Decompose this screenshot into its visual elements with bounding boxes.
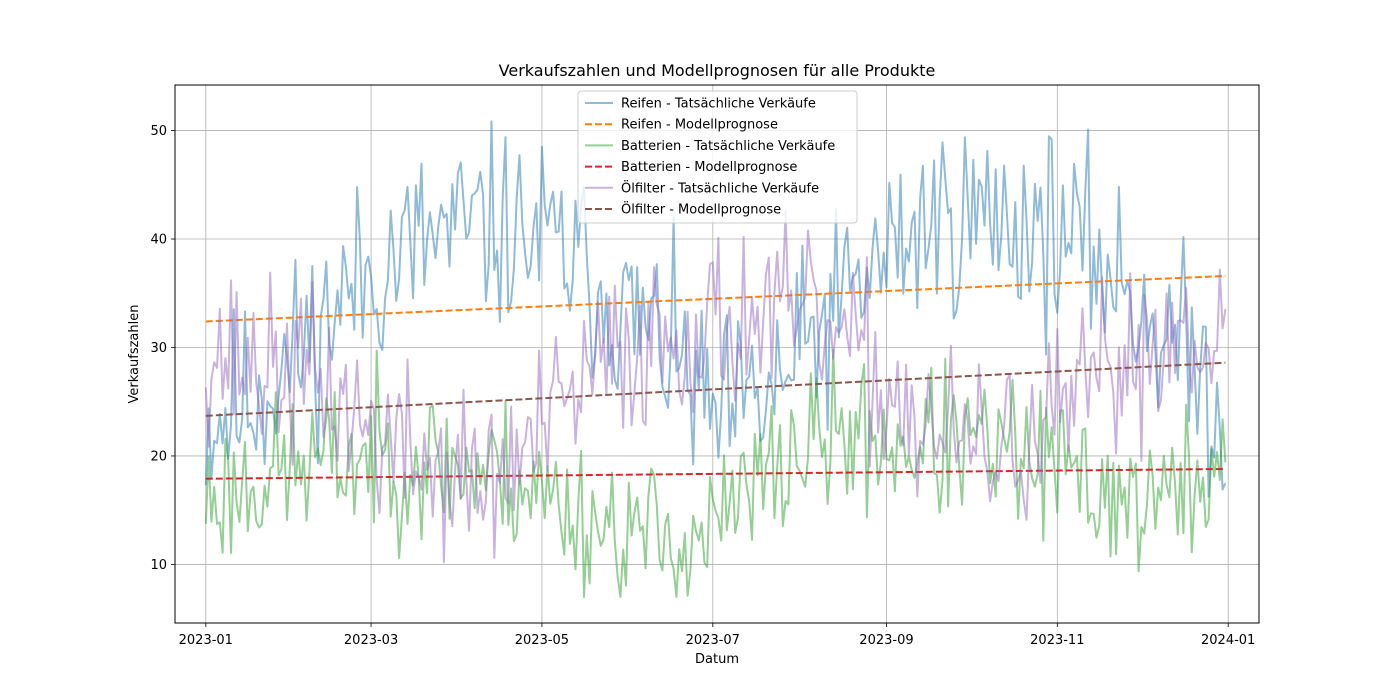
legend-entry: Reifen - Modellprognose [621, 118, 778, 133]
y-tick-label: 20 [150, 449, 167, 464]
x-tick-label: 2023-01 [179, 633, 233, 648]
legend-entry: Reifen - Tatsächliche Verkäufe [621, 97, 816, 112]
legend-entry: Batterien - Modellprognose [621, 160, 797, 175]
plot-frame [174, 84, 1260, 624]
x-tick-label: 2023-07 [686, 633, 740, 648]
y-tick-label: 50 [150, 124, 167, 139]
legend: Reifen - Tatsächliche Verkäufe Reifen - M… [577, 90, 858, 224]
x-tick-label: 2023-09 [859, 633, 913, 648]
y-tick-label: 10 [150, 558, 167, 573]
legend-frame [577, 90, 858, 224]
legend-entry: Batterien - Tatsächliche Verkäufe [621, 139, 835, 154]
x-tick-label: 2023-05 [515, 633, 569, 648]
series-5-forecast-line [205, 361, 1226, 417]
y-tick-label: 40 [150, 233, 167, 248]
series-lines [204, 120, 1227, 598]
x-tick-label: 2024-01 [1201, 633, 1255, 648]
x-tick-label: 2023-03 [344, 633, 398, 648]
series-0-actual-line [204, 120, 1227, 498]
y-tick-label: 30 [150, 341, 167, 356]
chart-title: Verkaufszahlen und Modellprognosen für a… [499, 61, 936, 80]
x-axis-ticks: 2023-01 2023-03 2023-05 2023-07 2023-09 2023-… [179, 623, 1255, 648]
y-axis-label: Verkaufszahlen [127, 305, 142, 404]
legend-entry: Ölfilter - Modellprognose [621, 201, 781, 218]
x-tick-label: 2023-11 [1030, 633, 1084, 648]
y-axis-ticks: 10 20 30 40 50 [150, 124, 175, 573]
x-axis-label: Datum [695, 652, 739, 667]
legend-entry: Ölfilter - Tatsächliche Verkäufe [621, 179, 819, 196]
series-4-actual-line [204, 209, 1227, 564]
